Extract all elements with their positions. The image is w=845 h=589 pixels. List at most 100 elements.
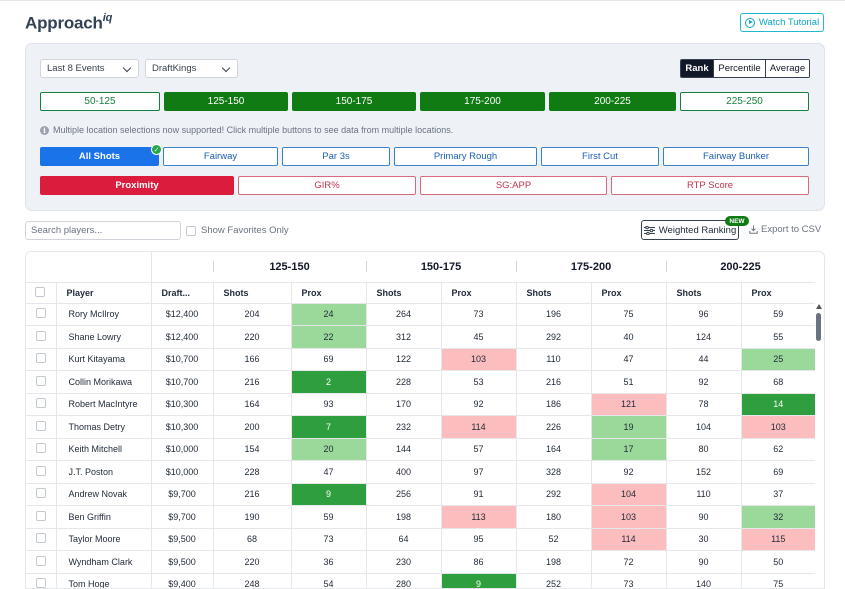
column-header-shots[interactable]: Shots	[365, 282, 441, 304]
column-header-player[interactable]: Player	[55, 282, 151, 304]
row-select-cell	[26, 573, 56, 588]
table-row[interactable]: Taylor Moore $9,500 68 73 64 95 52 114 30 115	[26, 528, 815, 551]
table-row[interactable]: Rory McIlroy $12,400 204 24 264 73 196 75 96 59	[26, 303, 815, 326]
prox-cell: 68	[740, 370, 815, 394]
row-checkbox[interactable]	[35, 308, 46, 319]
range-150-175-button[interactable]: 150-175	[292, 92, 416, 111]
player-name-cell[interactable]: Kurt Kitayama	[55, 348, 151, 371]
row-select-cell	[26, 528, 56, 551]
row-checkbox[interactable]	[35, 488, 46, 499]
favorites-toggle[interactable]: Show Favorites Only	[186, 225, 289, 236]
salary-cell: $10,000	[150, 438, 213, 461]
metric-proximity-button[interactable]: Proximity	[40, 176, 234, 195]
column-header-prox[interactable]: Prox	[290, 282, 366, 304]
table-row[interactable]: Wyndham Clark $9,500 220 36 230 86 198 72 90 50	[26, 550, 815, 574]
table-scrollbar-thumb[interactable]	[816, 313, 821, 341]
player-name-cell[interactable]: Robert MacIntyre	[55, 393, 151, 416]
metric-sgapp-button[interactable]: SG:APP	[420, 176, 607, 195]
prox-cell: 92	[590, 460, 666, 484]
lie-par3s-button[interactable]: Par 3s	[282, 147, 390, 166]
column-header-prox[interactable]: Prox	[590, 282, 666, 304]
column-header-shots[interactable]: Shots	[665, 282, 741, 304]
prox-cell: 36	[290, 550, 366, 574]
player-name-cell[interactable]: Wyndham Clark	[55, 550, 151, 574]
weighted-ranking-button[interactable]: Weighted Ranking	[641, 220, 739, 240]
lie-primary-rough-button[interactable]: Primary Rough	[394, 147, 537, 166]
display-mode-toggle: Rank Percentile Average	[680, 59, 810, 78]
shots-cell: 164	[515, 438, 591, 461]
search-players-input[interactable]	[25, 221, 181, 240]
watch-tutorial-button[interactable]: Watch Tutorial	[740, 13, 824, 32]
row-checkbox[interactable]	[35, 465, 46, 476]
range-50-125-button[interactable]: 50-125	[40, 92, 160, 111]
table-row[interactable]: Andrew Novak $9,700 216 9 256 91 292 104 110 37	[26, 483, 815, 506]
column-header-salary[interactable]: Draft...	[150, 282, 213, 304]
metric-rtp-score-button[interactable]: RTP Score	[611, 176, 809, 195]
prox-cell: 57	[440, 438, 516, 461]
row-checkbox[interactable]	[35, 443, 46, 454]
column-header-shots[interactable]: Shots	[212, 282, 291, 304]
table-row[interactable]: Ben Griffin $9,700 190 59 198 113 180 103 90 32	[26, 505, 815, 529]
row-checkbox[interactable]	[35, 330, 46, 341]
row-checkbox[interactable]	[35, 533, 46, 544]
range-225-250-button[interactable]: 225-250	[680, 92, 809, 111]
table-row[interactable]: Kurt Kitayama $10,700 166 69 122 103 110 47 44 25	[26, 348, 815, 371]
range-125-150-button[interactable]: 125-150	[164, 92, 288, 111]
top-divider	[0, 0, 845, 1]
player-name-cell[interactable]: Keith Mitchell	[55, 438, 151, 461]
lie-all-shots-button[interactable]: All Shots	[40, 147, 159, 166]
export-csv-button[interactable]: Export to CSV	[749, 224, 821, 235]
row-checkbox[interactable]	[35, 555, 46, 566]
favorites-checkbox[interactable]	[186, 225, 196, 236]
prox-cell: 103	[590, 505, 666, 529]
lie-first-cut-button[interactable]: First Cut	[541, 147, 659, 166]
prox-cell: 9	[290, 483, 366, 506]
row-checkbox[interactable]	[35, 353, 46, 364]
prox-cell: 72	[590, 550, 666, 574]
table-row[interactable]: Thomas Detry $10,300 200 7 232 114 226 19 104 103	[26, 415, 815, 439]
events-select[interactable]: Last 8 Events	[40, 59, 139, 78]
shots-cell: 328	[515, 460, 591, 484]
player-name-cell[interactable]: Rory McIlroy	[55, 303, 151, 326]
player-name-cell[interactable]: J.T. Poston	[55, 460, 151, 484]
player-name-cell[interactable]: Andrew Novak	[55, 483, 151, 506]
select-all-checkbox[interactable]	[35, 286, 45, 297]
shots-cell: 186	[515, 393, 591, 416]
prox-cell: 73	[590, 573, 666, 588]
player-name-cell[interactable]: Collin Morikawa	[55, 370, 151, 394]
mode-average-button[interactable]: Average	[765, 60, 809, 77]
row-checkbox[interactable]	[35, 510, 46, 521]
player-name-cell[interactable]: Ben Griffin	[55, 505, 151, 529]
player-name-cell[interactable]: Taylor Moore	[55, 528, 151, 551]
table-row[interactable]: J.T. Poston $10,000 228 47 400 97 328 92 152 69	[26, 460, 815, 484]
table-row[interactable]: Tom Hoge $9,400 248 54 280 9 252 73 140 75	[26, 573, 815, 588]
column-header-shots[interactable]: Shots	[515, 282, 591, 304]
range-175-200-button[interactable]: 175-200	[420, 92, 545, 111]
lie-fairway-button[interactable]: Fairway	[163, 147, 278, 166]
prox-cell: 75	[590, 303, 666, 326]
row-checkbox[interactable]	[35, 375, 46, 386]
scroll-up-arrow-icon[interactable]	[816, 304, 822, 309]
lie-fairway-bunker-button[interactable]: Fairway Bunker	[663, 147, 809, 166]
shots-cell: 110	[515, 348, 591, 371]
metric-gir-button[interactable]: GIR%	[238, 176, 416, 195]
player-name-cell[interactable]: Shane Lowry	[55, 325, 151, 349]
column-header-prox[interactable]: Prox	[740, 282, 815, 304]
mode-percentile-button[interactable]: Percentile	[713, 60, 765, 77]
range-200-225-button[interactable]: 200-225	[549, 92, 676, 111]
player-name-cell[interactable]: Tom Hoge	[55, 573, 151, 588]
table-row[interactable]: Shane Lowry $12,400 220 22 312 45 292 40 124 55	[26, 325, 815, 349]
row-checkbox[interactable]	[35, 420, 46, 431]
mode-rank-button[interactable]: Rank	[681, 60, 713, 77]
table-row[interactable]: Robert MacIntyre $10,300 164 93 170 92 186 121 7…	[26, 393, 815, 416]
row-checkbox[interactable]	[35, 398, 46, 409]
player-name-cell[interactable]: Thomas Detry	[55, 415, 151, 439]
table-row[interactable]: Keith Mitchell $10,000 154 20 144 57 164 17 80 62	[26, 438, 815, 461]
row-select-cell	[26, 370, 56, 394]
site-select[interactable]: DraftKings	[145, 59, 238, 78]
shots-cell: 90	[665, 505, 741, 529]
row-checkbox[interactable]	[35, 578, 46, 588]
column-header-prox[interactable]: Prox	[440, 282, 516, 304]
prox-cell: 114	[590, 528, 666, 551]
table-row[interactable]: Collin Morikawa $10,700 216 2 228 53 216 51 92 68	[26, 370, 815, 394]
